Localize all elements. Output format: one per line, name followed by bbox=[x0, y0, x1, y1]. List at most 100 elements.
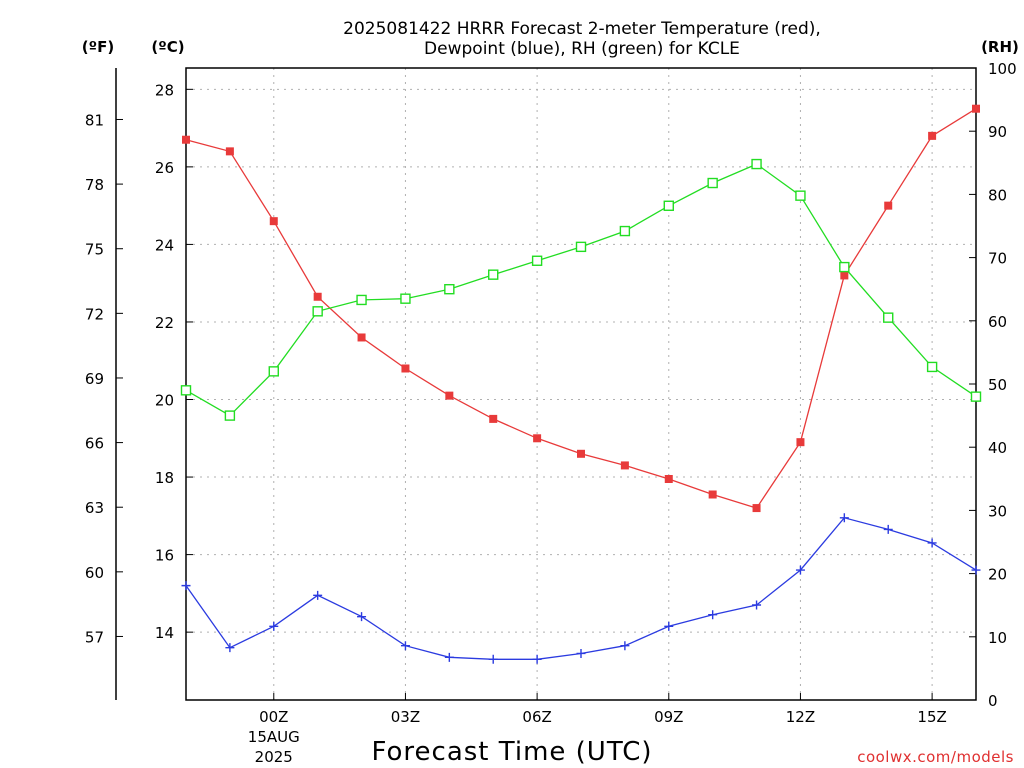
chart-title-line2: Dewpoint (blue), RH (green) for KCLE bbox=[424, 39, 740, 59]
x-tick-label: 06Z bbox=[522, 708, 551, 726]
rh-tick-label: 80 bbox=[988, 186, 1007, 204]
data-point-1 bbox=[532, 654, 542, 664]
rh-tick-label: 30 bbox=[988, 502, 1007, 520]
data-point-1 bbox=[313, 590, 323, 600]
x-tick-label: 09Z bbox=[654, 708, 683, 726]
data-point-0 bbox=[357, 333, 366, 342]
data-point-2 bbox=[400, 293, 411, 304]
data-point-2 bbox=[707, 177, 718, 189]
rh-tick-label: 50 bbox=[988, 376, 1007, 394]
data-point-2 bbox=[751, 158, 762, 170]
x-tick-label: 03Z bbox=[391, 708, 420, 726]
data-point-1 bbox=[488, 654, 498, 664]
data-point-2 bbox=[795, 190, 806, 201]
data-point-2 bbox=[268, 366, 279, 377]
data-point-2 bbox=[883, 312, 894, 323]
data-point-0 bbox=[664, 474, 673, 483]
axes: 14 16 18 20 22 24 26 28 57 60 63 66 69 72 75 78 81 0 10 20 3… bbox=[85, 60, 1017, 766]
data-point-1 bbox=[576, 648, 586, 658]
fahrenheit-tick-label: 78 bbox=[85, 176, 104, 194]
rh-tick-label: 70 bbox=[988, 250, 1007, 268]
fahrenheit-tick-label: 75 bbox=[85, 241, 104, 259]
celsius-tick-label: 18 bbox=[155, 469, 174, 487]
grid-lines bbox=[186, 68, 976, 700]
celsius-tick-label: 28 bbox=[155, 81, 174, 99]
x-axis-title: Forecast Time (UTC) bbox=[371, 737, 652, 767]
data-point-2 bbox=[970, 391, 982, 402]
data-point-1 bbox=[400, 641, 410, 651]
data-point-0 bbox=[752, 504, 761, 513]
rh-tick-label: 90 bbox=[988, 123, 1007, 141]
data-point-1 bbox=[752, 600, 762, 610]
x-tick-label: 12Z bbox=[786, 708, 815, 726]
data-point-1 bbox=[444, 652, 454, 662]
x-tick-date-label: 15AUG bbox=[248, 728, 300, 746]
series-2 bbox=[180, 158, 982, 421]
fahrenheit-tick-label: 72 bbox=[85, 305, 104, 323]
series-line-1 bbox=[185, 517, 977, 660]
data-point-1 bbox=[971, 565, 981, 575]
rh-tick-label: 40 bbox=[988, 439, 1007, 457]
celsius-tick-label: 24 bbox=[155, 236, 174, 254]
x-tick-label: 00Z bbox=[259, 708, 288, 726]
fahrenheit-unit-label: (ºF) bbox=[82, 38, 114, 56]
data-point-2 bbox=[531, 255, 543, 266]
data-point-2 bbox=[312, 306, 323, 317]
celsius-tick-label: 26 bbox=[155, 159, 174, 177]
data-point-1 bbox=[795, 565, 805, 575]
fahrenheit-tick-label: 57 bbox=[85, 628, 104, 646]
celsius-tick-label: 14 bbox=[155, 624, 174, 642]
fahrenheit-tick-label: 66 bbox=[85, 435, 104, 453]
rh-tick-label: 60 bbox=[988, 313, 1007, 331]
x-tick-label: 15Z bbox=[917, 708, 946, 726]
celsius-tick-label: 20 bbox=[155, 392, 174, 410]
data-point-2 bbox=[180, 385, 192, 396]
rh-unit-label: (RH) bbox=[981, 38, 1019, 56]
fahrenheit-tick-label: 63 bbox=[85, 499, 104, 517]
data-point-1 bbox=[927, 538, 937, 548]
rh-tick-label: 0 bbox=[988, 692, 998, 710]
data-point-2 bbox=[926, 361, 938, 373]
celsius-unit-label: (ºC) bbox=[151, 38, 184, 56]
data-point-1 bbox=[620, 641, 630, 651]
data-point-2 bbox=[663, 200, 674, 211]
data-point-0 bbox=[972, 104, 980, 113]
data-point-0 bbox=[225, 147, 234, 156]
data-point-0 bbox=[445, 391, 454, 400]
data-point-0 bbox=[313, 292, 322, 301]
data-point-0 bbox=[796, 438, 805, 447]
data-point-0 bbox=[533, 434, 542, 443]
data-point-1 bbox=[269, 621, 279, 631]
fahrenheit-tick-label: 60 bbox=[85, 564, 104, 582]
rh-tick-label: 20 bbox=[988, 566, 1007, 584]
data-point-1 bbox=[708, 610, 718, 620]
data-point-1 bbox=[664, 621, 674, 631]
data-point-1 bbox=[357, 612, 367, 622]
data-point-0 bbox=[489, 414, 498, 423]
data-point-2 bbox=[839, 261, 850, 273]
data-point-0 bbox=[401, 364, 410, 373]
data-point-1 bbox=[181, 581, 191, 591]
data-point-0 bbox=[840, 271, 849, 280]
data-point-0 bbox=[884, 201, 893, 210]
rh-tick-label: 10 bbox=[988, 629, 1007, 647]
series-layer bbox=[180, 104, 982, 664]
series-0 bbox=[182, 104, 980, 513]
data-point-0 bbox=[577, 449, 585, 458]
data-point-2 bbox=[444, 284, 455, 295]
celsius-tick-label: 22 bbox=[155, 314, 174, 332]
fahrenheit-tick-label: 81 bbox=[85, 111, 104, 129]
fahrenheit-tick-label: 69 bbox=[85, 370, 104, 388]
data-point-2 bbox=[224, 410, 236, 421]
rh-tick-label: 100 bbox=[988, 60, 1017, 78]
series-line-2 bbox=[185, 163, 977, 417]
series-line-0 bbox=[185, 108, 977, 509]
data-point-0 bbox=[928, 131, 937, 140]
data-point-0 bbox=[620, 461, 629, 470]
data-point-0 bbox=[182, 135, 190, 144]
celsius-tick-label: 16 bbox=[155, 547, 174, 565]
chart-title-line1: 2025081422 HRRR Forecast 2-meter Tempera… bbox=[343, 19, 821, 39]
data-point-2 bbox=[488, 269, 499, 280]
x-tick-year-label: 2025 bbox=[255, 748, 293, 766]
